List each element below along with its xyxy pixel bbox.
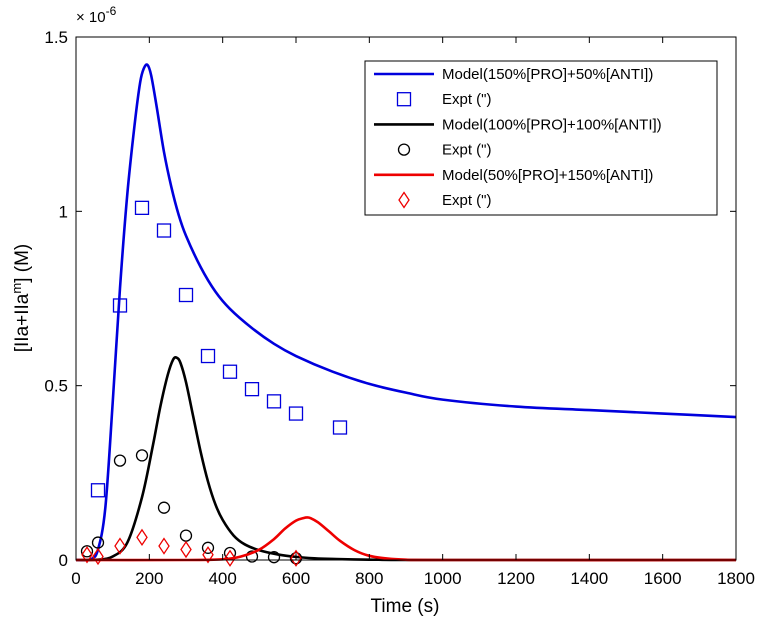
x-tick-label: 400 bbox=[208, 569, 236, 588]
legend-entry: Model(50%[PRO]+150%[ANTI]) bbox=[374, 167, 653, 184]
y-multiplier-exponent: -6 bbox=[106, 4, 117, 18]
y-tick-label: 1 bbox=[59, 202, 68, 221]
series-layer bbox=[75, 63, 737, 567]
legend-marker-sample bbox=[398, 191, 410, 209]
x-tick-label: 800 bbox=[355, 569, 383, 588]
data-point bbox=[288, 406, 304, 421]
y-tick-label: 0 bbox=[59, 551, 68, 570]
y-tick-label: 0.5 bbox=[44, 377, 68, 396]
series-2 bbox=[75, 356, 737, 562]
legend-entry: Model(150%[PRO]+50%[ANTI]) bbox=[374, 66, 653, 83]
data-point bbox=[332, 420, 348, 435]
data-point bbox=[114, 537, 126, 555]
data-point bbox=[202, 546, 214, 564]
series-line bbox=[75, 63, 737, 562]
data-point bbox=[178, 287, 194, 303]
legend: Model(150%[PRO]+50%[ANTI]) Expt (") Model(… bbox=[364, 60, 718, 216]
data-point bbox=[222, 364, 238, 379]
y-axis-title-sup: m bbox=[9, 283, 24, 294]
series-5 bbox=[81, 528, 302, 567]
legend-label: Expt (") bbox=[442, 142, 492, 159]
x-tick-label: 1600 bbox=[644, 569, 682, 588]
x-tick-label: 1000 bbox=[424, 569, 462, 588]
data-point bbox=[224, 549, 236, 567]
legend-label: Model(100%[PRO]+100%[ANTI]) bbox=[442, 116, 662, 133]
data-point bbox=[90, 483, 106, 498]
legend-entry: Model(100%[PRO]+100%[ANTI]) bbox=[374, 116, 662, 133]
data-point bbox=[136, 528, 148, 547]
series-line bbox=[75, 356, 737, 562]
data-point bbox=[201, 541, 215, 554]
legend-entry: Expt (") bbox=[396, 91, 492, 108]
legend-label: Expt (") bbox=[442, 192, 492, 209]
x-tick-label: 600 bbox=[282, 569, 310, 588]
data-point bbox=[134, 200, 150, 215]
x-tick-label: 200 bbox=[135, 569, 163, 588]
axes-box bbox=[75, 36, 737, 561]
legend-entry: Expt (") bbox=[398, 191, 492, 209]
data-point bbox=[267, 551, 281, 564]
x-tick-label: 0 bbox=[71, 569, 80, 588]
y-axis-title: [IIa+IIam] (M) bbox=[9, 244, 33, 353]
x-tick-label: 1800 bbox=[717, 569, 755, 588]
legend-label: Expt (") bbox=[442, 91, 492, 108]
y-axis-title-end: ] (M) bbox=[12, 244, 33, 283]
data-point bbox=[158, 537, 170, 555]
data-point bbox=[156, 223, 172, 238]
data-point bbox=[245, 550, 259, 563]
y-axis-title-main: [IIa+IIa bbox=[12, 293, 33, 352]
x-axis-title: Time (s) bbox=[371, 596, 440, 617]
data-point bbox=[112, 298, 128, 313]
legend-box bbox=[364, 60, 718, 216]
x-tick-label: 1400 bbox=[570, 569, 608, 588]
data-point bbox=[113, 454, 127, 467]
data-point bbox=[200, 348, 216, 364]
y-tick-label: 1.5 bbox=[44, 28, 68, 47]
data-point bbox=[244, 382, 260, 397]
y-multiplier: × 10-6 bbox=[76, 4, 117, 26]
series-0 bbox=[75, 63, 737, 562]
legend-marker-sample bbox=[396, 92, 412, 107]
data-point bbox=[81, 546, 93, 564]
axes-layer: 0 200 400 600 800 1000 1200 1400 1600 1800 0 0.5 1 1.… bbox=[44, 28, 755, 588]
y-multiplier-base: × 10 bbox=[76, 9, 106, 26]
legend-label: Model(50%[PRO]+150%[ANTI]) bbox=[442, 167, 653, 184]
data-point bbox=[266, 394, 282, 409]
data-point bbox=[135, 449, 149, 462]
legend-marker-sample bbox=[397, 143, 411, 156]
legend-label: Model(150%[PRO]+50%[ANTI]) bbox=[442, 66, 653, 83]
data-point bbox=[157, 501, 171, 514]
data-point bbox=[92, 547, 104, 566]
series-1 bbox=[90, 200, 348, 498]
data-point bbox=[80, 545, 94, 558]
data-point bbox=[290, 549, 302, 567]
data-point bbox=[180, 540, 192, 559]
legend-entry: Expt (") bbox=[397, 142, 492, 159]
x-tick-label: 1200 bbox=[497, 569, 535, 588]
